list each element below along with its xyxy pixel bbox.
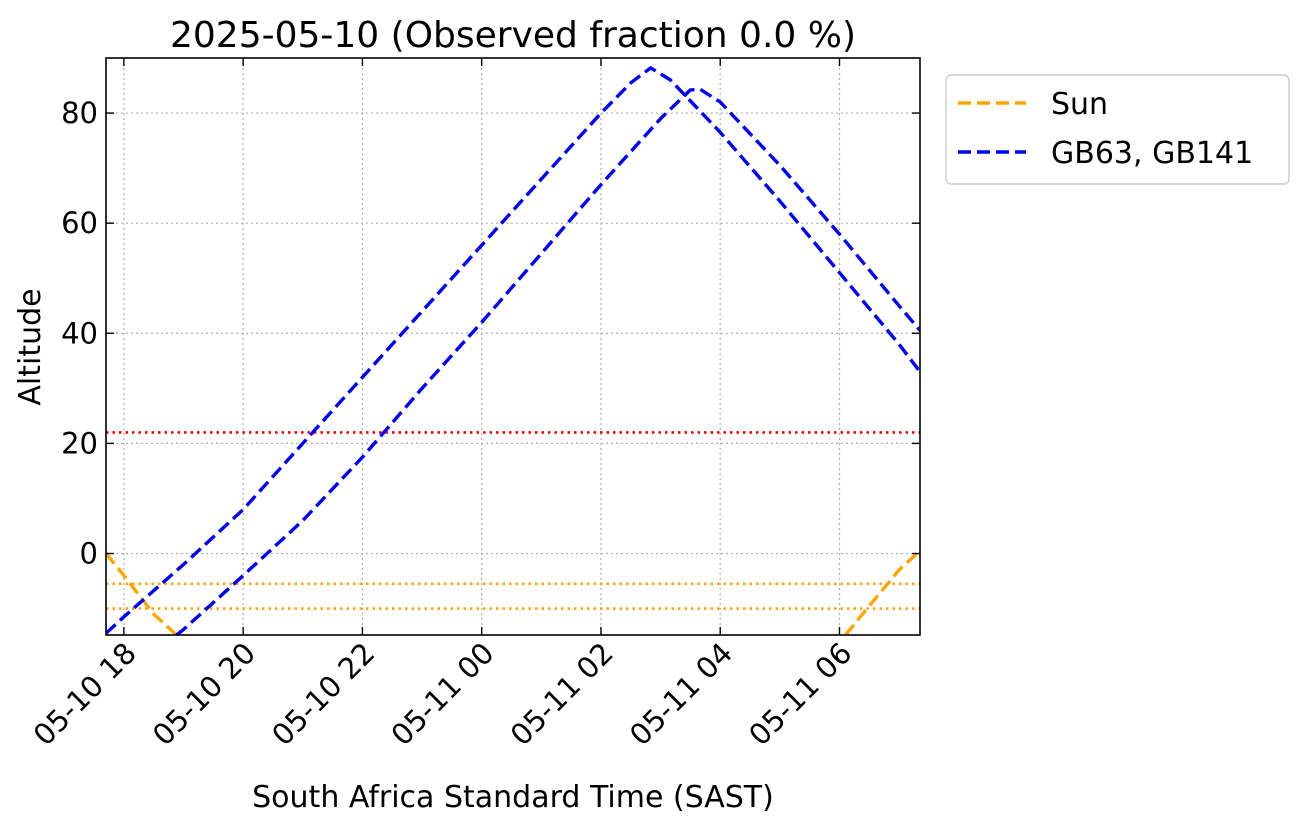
x-tick-label: 05-11 00	[384, 636, 500, 752]
x-tick-label: 05-10 20	[146, 636, 262, 752]
series-line	[844, 549, 920, 635]
series-line	[106, 66, 920, 635]
x-tick-label: 05-10 22	[265, 636, 381, 752]
y-tick-label: 60	[61, 206, 98, 240]
series-line	[175, 87, 920, 635]
plot-frame	[105, 57, 921, 636]
reference-lines	[106, 431, 920, 610]
x-axis-label: South Africa Standard Time (SAST)	[252, 780, 774, 815]
legend-label: Sun	[1051, 87, 1108, 122]
series-line	[106, 552, 178, 635]
chart-title: 2025-05-10 (Observed fraction 0.0 %)	[170, 15, 856, 56]
plot-area	[105, 57, 921, 636]
x-tick-label: 05-11 04	[623, 636, 739, 752]
y-tick-label: 40	[61, 316, 98, 350]
y-tick-label: 20	[61, 426, 98, 460]
y-axis-label: Altitude	[13, 288, 48, 405]
legend: Sun GB63, GB141	[945, 74, 1290, 185]
legend-items: Sun GB63, GB141	[958, 87, 1253, 171]
x-tick-label: 05-11 02	[504, 636, 620, 752]
legend-label: GB63, GB141	[1051, 136, 1253, 171]
legend-frame	[945, 74, 1290, 185]
grid-layer	[106, 58, 920, 635]
y-tick-label: 80	[61, 96, 98, 130]
x-tick-label: 05-10 18	[27, 636, 143, 752]
x-tick-label: 05-11 06	[742, 636, 858, 752]
ticks-layer: 05-10 18 05-10 20 05-10 22 05-11 00 05-11 02…	[27, 58, 920, 752]
series-layer	[106, 66, 920, 635]
y-tick-label: 0	[80, 537, 98, 571]
